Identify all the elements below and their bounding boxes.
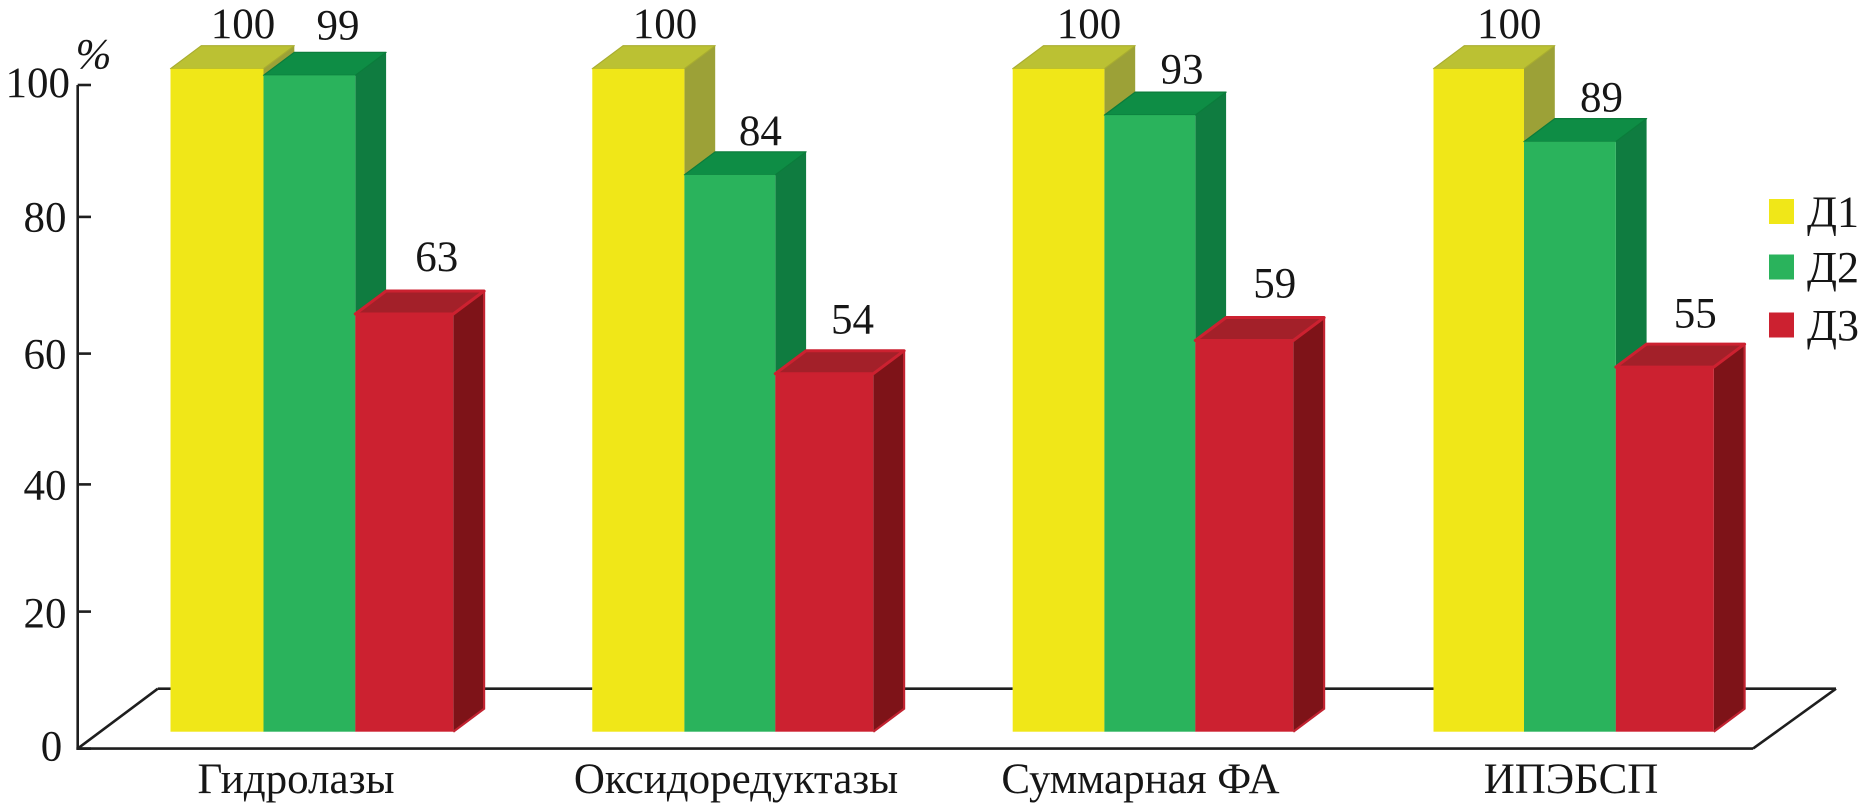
svg-text:Д1: Д1: [1807, 188, 1858, 237]
svg-text:20: 20: [24, 591, 67, 638]
svg-text:80: 80: [24, 195, 67, 242]
svg-text:Д2: Д2: [1807, 243, 1858, 292]
svg-text:100: 100: [6, 60, 71, 107]
svg-text:Суммарная ФА: Суммарная ФА: [1001, 756, 1279, 803]
svg-text:99: 99: [317, 3, 360, 50]
svg-text:40: 40: [24, 462, 67, 509]
svg-text:89: 89: [1580, 75, 1623, 122]
svg-text:Д3: Д3: [1807, 301, 1858, 350]
svg-text:60: 60: [24, 332, 67, 379]
svg-text:93: 93: [1161, 47, 1204, 94]
svg-text:84: 84: [739, 108, 782, 155]
svg-text:100: 100: [633, 1, 698, 48]
svg-text:59: 59: [1253, 260, 1296, 307]
svg-text:Оксидоредуктазы: Оксидоредуктазы: [574, 756, 898, 803]
svg-text:0: 0: [41, 724, 63, 771]
svg-text:ИПЭБСП: ИПЭБСП: [1484, 756, 1659, 803]
svg-text:100: 100: [1477, 1, 1542, 48]
svg-text:54: 54: [831, 297, 874, 344]
svg-text:55: 55: [1674, 291, 1717, 338]
svg-text:100: 100: [211, 1, 276, 48]
svg-text:%: %: [76, 32, 112, 79]
svg-text:100: 100: [1057, 1, 1122, 48]
svg-text:Гидролазы: Гидролазы: [198, 756, 395, 803]
svg-text:63: 63: [415, 234, 458, 281]
